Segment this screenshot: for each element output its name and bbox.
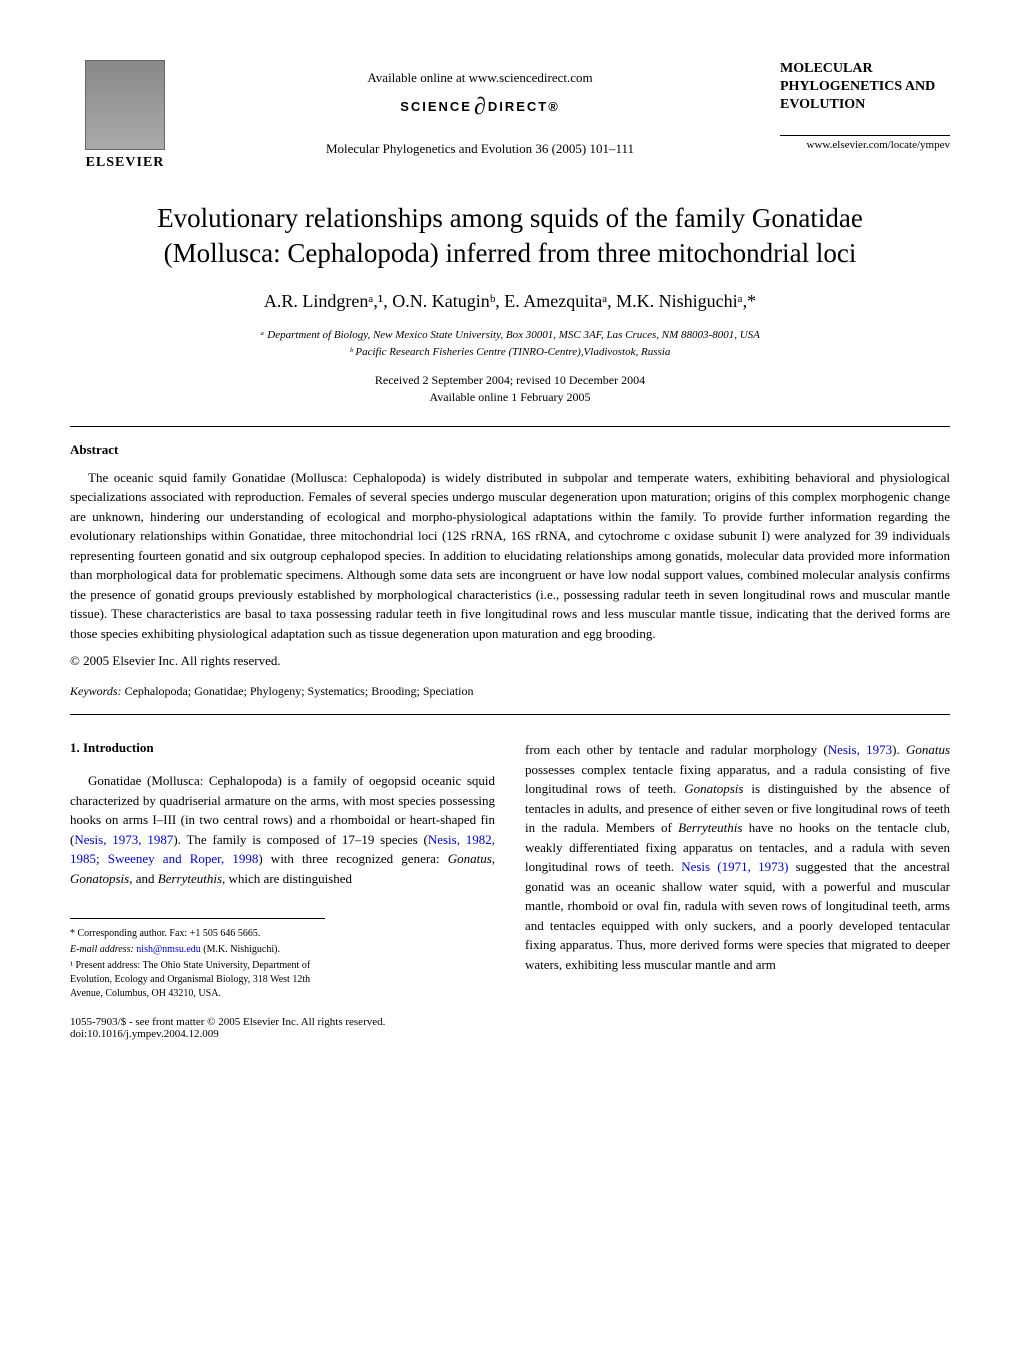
divider [70, 714, 950, 715]
sciencedirect-icon: ∂ [474, 94, 486, 121]
dates: Received 2 September 2004; revised 10 De… [70, 372, 950, 406]
intro-paragraph-left: Gonatidae (Mollusca: Cephalopoda) is a f… [70, 771, 495, 888]
divider [70, 426, 950, 427]
email-link[interactable]: nish@nmsu.edu [136, 944, 201, 955]
genus-name: Gonatus [448, 851, 492, 866]
citation-link[interactable]: Nesis, 1973, 1987 [74, 832, 173, 847]
journal-title-box: MOLECULAR PHYLOGENETICS AND EVOLUTION ww… [780, 60, 950, 151]
two-column-body: 1. Introduction Gonatidae (Mollusca: Cep… [70, 740, 950, 1040]
copyright: © 2005 Elsevier Inc. All rights reserved… [70, 653, 950, 669]
header-row: ELSEVIER Available online at www.science… [70, 60, 950, 171]
article-title: Evolutionary relationships among squids … [70, 201, 950, 271]
genus-name: Gonatopsis [70, 871, 129, 886]
doi-line: doi:10.1016/j.ympev.2004.12.009 [70, 1028, 495, 1040]
journal-title: MOLECULAR PHYLOGENETICS AND EVOLUTION [780, 60, 950, 115]
left-column: 1. Introduction Gonatidae (Mollusca: Cep… [70, 740, 495, 1040]
received-date: Received 2 September 2004; revised 10 De… [70, 372, 950, 389]
keywords-label: Keywords: [70, 684, 122, 698]
center-header: Available online at www.sciencedirect.co… [180, 60, 780, 157]
affiliation-a: ᵃ Department of Biology, New Mexico Stat… [70, 327, 950, 344]
right-column: from each other by tentacle and radular … [525, 740, 950, 1040]
sciencedirect-suffix: DIRECT® [488, 99, 560, 114]
abstract-heading: Abstract [70, 442, 950, 458]
footnotes: * Corresponding author. Fax: +1 505 646 … [70, 918, 325, 1001]
doi-section: 1055-7903/$ - see front matter © 2005 El… [70, 1016, 495, 1040]
title-line1: Evolutionary relationships among squids … [157, 203, 863, 233]
email-label: E-mail address: [70, 944, 136, 955]
intro-paragraph-right: from each other by tentacle and radular … [525, 740, 950, 974]
present-address: ¹ Present address: The Ohio State Univer… [70, 959, 325, 1001]
email-footnote: E-mail address: nish@nmsu.edu (M.K. Nish… [70, 943, 325, 957]
authors: A.R. Lindgrenᵃ,¹, O.N. Katuginᵇ, E. Amez… [70, 291, 950, 312]
email-suffix: (M.K. Nishiguchi). [201, 944, 280, 955]
journal-url: www.elsevier.com/locate/ympev [780, 135, 950, 151]
genus-name: Gonatus [906, 742, 950, 757]
sciencedirect-prefix: SCIENCE [400, 99, 472, 114]
title-line2: (Mollusca: Cephalopoda) inferred from th… [164, 238, 857, 268]
issn-line: 1055-7903/$ - see front matter © 2005 El… [70, 1016, 495, 1028]
available-date: Available online 1 February 2005 [70, 389, 950, 406]
keywords: Keywords: Cephalopoda; Gonatidae; Phylog… [70, 684, 950, 699]
sciencedirect-logo: SCIENCE∂DIRECT® [180, 94, 780, 121]
available-online-text: Available online at www.sciencedirect.co… [180, 70, 780, 86]
genus-name: Gonatopsis [684, 781, 743, 796]
citation-link[interactable]: Nesis, 1973 [828, 742, 892, 757]
keywords-text: Cephalopoda; Gonatidae; Phylogeny; Syste… [122, 684, 474, 698]
citation-link[interactable]: Nesis (1971, 1973) [681, 859, 788, 874]
genus-name: Berryteuthis [158, 871, 222, 886]
abstract-text: The oceanic squid family Gonatidae (Moll… [70, 468, 950, 644]
genus-name: Berryteuthis [678, 820, 742, 835]
intro-heading: 1. Introduction [70, 740, 495, 756]
corresponding-author: * Corresponding author. Fax: +1 505 646 … [70, 927, 325, 941]
elsevier-label: ELSEVIER [86, 155, 165, 171]
affiliations: ᵃ Department of Biology, New Mexico Stat… [70, 327, 950, 360]
affiliation-b: ᵇ Pacific Research Fisheries Centre (TIN… [70, 344, 950, 361]
elsevier-logo: ELSEVIER [70, 60, 180, 171]
elsevier-tree-icon [85, 60, 165, 150]
journal-citation: Molecular Phylogenetics and Evolution 36… [180, 141, 780, 157]
